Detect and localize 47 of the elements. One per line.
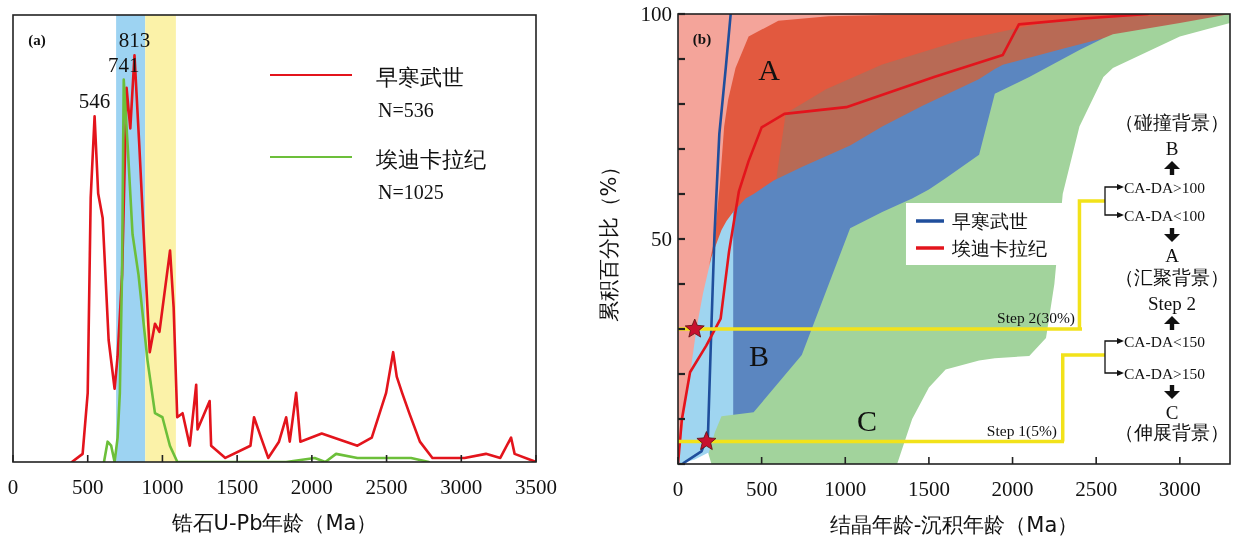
- text: C: [1165, 402, 1179, 423]
- x-tick-label: 500: [71, 475, 104, 499]
- line-series: [682, 14, 732, 464]
- legend-label: 埃迪卡拉纪: [950, 237, 1047, 259]
- text: (a): [28, 32, 46, 49]
- text: （碰撞背景）: [1115, 112, 1229, 133]
- y-tick-label: 100: [640, 2, 672, 26]
- x-tick-label: 3000: [1158, 477, 1201, 501]
- x-axis-title: 结晶年龄-沉积年龄（Ma）: [829, 513, 1079, 537]
- ref-line-label: Step 1(5%): [986, 421, 1057, 440]
- x-tick-label: 0: [7, 475, 19, 499]
- legend-label: 埃迪卡拉纪: [375, 147, 486, 172]
- x-tick-label: 3500: [515, 475, 557, 499]
- ref-line-label: Step 2(30%): [997, 309, 1075, 327]
- annotation: (b): [692, 31, 712, 48]
- text: Step 2: [1147, 293, 1197, 314]
- x-tick-label: 1500: [216, 475, 259, 499]
- x-tick-label: 2500: [1075, 477, 1118, 501]
- x-tick-label: 500: [745, 477, 778, 501]
- annotation: C: [856, 404, 878, 437]
- annotation: N=536: [378, 99, 434, 121]
- text: B: [1165, 138, 1179, 159]
- legend-label: 早寒武世: [376, 65, 464, 90]
- legend-label: 早寒武世: [951, 210, 1028, 232]
- annotation: 813: [118, 28, 151, 53]
- annotation: B: [748, 339, 770, 372]
- x-tick-label: 2500: [365, 475, 408, 499]
- text: CA-DA<150: [1124, 333, 1206, 350]
- text: CA-DA<100: [1124, 207, 1206, 224]
- text: CA-DA>150: [1124, 365, 1206, 382]
- x-tick-label: 1000: [141, 475, 184, 499]
- y-axis-title: 累积百分比（%）: [597, 155, 621, 323]
- x-tick-label: 3000: [440, 475, 483, 499]
- text: （汇聚背景）: [1115, 267, 1229, 288]
- text: A: [1165, 245, 1179, 266]
- annotation: 546: [78, 89, 111, 114]
- text: CA-DA>100: [1124, 179, 1206, 196]
- x-tick-label: 0: [672, 477, 684, 501]
- annotation: N=1025: [378, 181, 444, 203]
- y-tick-label: 50: [651, 227, 672, 251]
- x-axis-title: 锆石U-Pb年龄（Ma）: [170, 511, 378, 535]
- x-tick-label: 1500: [907, 477, 950, 501]
- x-tick-label: 2000: [290, 475, 333, 499]
- x-tick-label: 2000: [991, 477, 1034, 501]
- x-tick-label: 1000: [824, 477, 867, 501]
- text: （伸展背景）: [1115, 422, 1229, 443]
- annotation: A: [758, 53, 781, 86]
